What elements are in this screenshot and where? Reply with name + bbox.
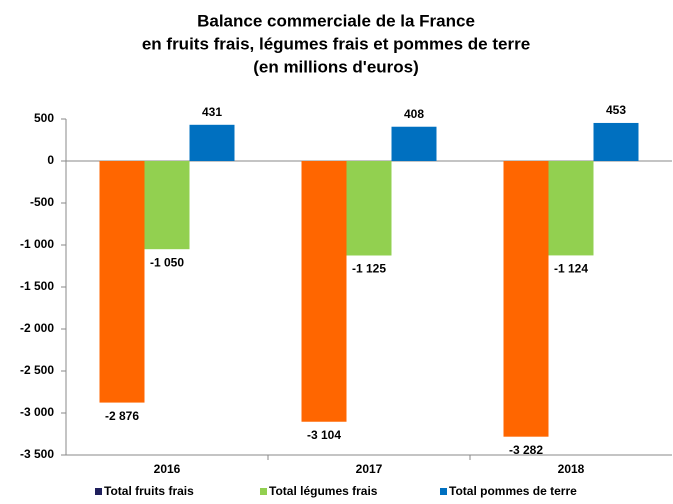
data-label: -1 125 — [352, 262, 386, 276]
legend-swatch — [95, 488, 102, 495]
legend-swatch — [260, 488, 267, 495]
bar — [189, 124, 235, 161]
data-label: 431 — [202, 105, 222, 119]
y-tick-label: 500 — [34, 111, 54, 125]
data-label: -3 282 — [509, 443, 543, 457]
chart-title: (en millions d'euros) — [253, 57, 419, 76]
bar — [391, 126, 437, 161]
chart-title: en fruits frais, légumes frais et pommes… — [142, 34, 530, 53]
y-tick-label: -1 500 — [20, 279, 54, 293]
y-tick-label: -2 000 — [20, 321, 54, 335]
bar — [548, 161, 594, 256]
data-label: 408 — [404, 107, 424, 121]
data-label: 453 — [606, 103, 626, 117]
data-label: -2 876 — [105, 409, 139, 423]
data-label: -1 050 — [150, 255, 184, 269]
x-tick-label: 2018 — [558, 462, 585, 476]
data-label: -1 124 — [554, 262, 588, 276]
y-tick-label: -1 000 — [20, 237, 54, 251]
x-tick-label: 2016 — [154, 462, 181, 476]
y-tick-label: 0 — [47, 153, 54, 167]
chart-title: Balance commerciale de la France — [197, 11, 475, 30]
bar — [503, 161, 549, 437]
y-tick-label: -2 500 — [20, 363, 54, 377]
bar — [144, 161, 190, 250]
y-tick-label: -3 500 — [20, 447, 54, 461]
y-tick-label: -500 — [30, 195, 54, 209]
legend-label: Total pommes de terre — [449, 484, 577, 498]
legend-swatch — [440, 488, 447, 495]
bar — [346, 161, 392, 256]
legend-label: Total fruits frais — [104, 484, 194, 498]
x-tick-label: 2017 — [356, 462, 383, 476]
bar — [593, 122, 639, 161]
bar — [99, 161, 145, 403]
y-tick-label: -3 000 — [20, 405, 54, 419]
legend-label: Total légumes frais — [269, 484, 378, 498]
data-label: -3 104 — [307, 428, 341, 442]
bar — [301, 161, 347, 422]
